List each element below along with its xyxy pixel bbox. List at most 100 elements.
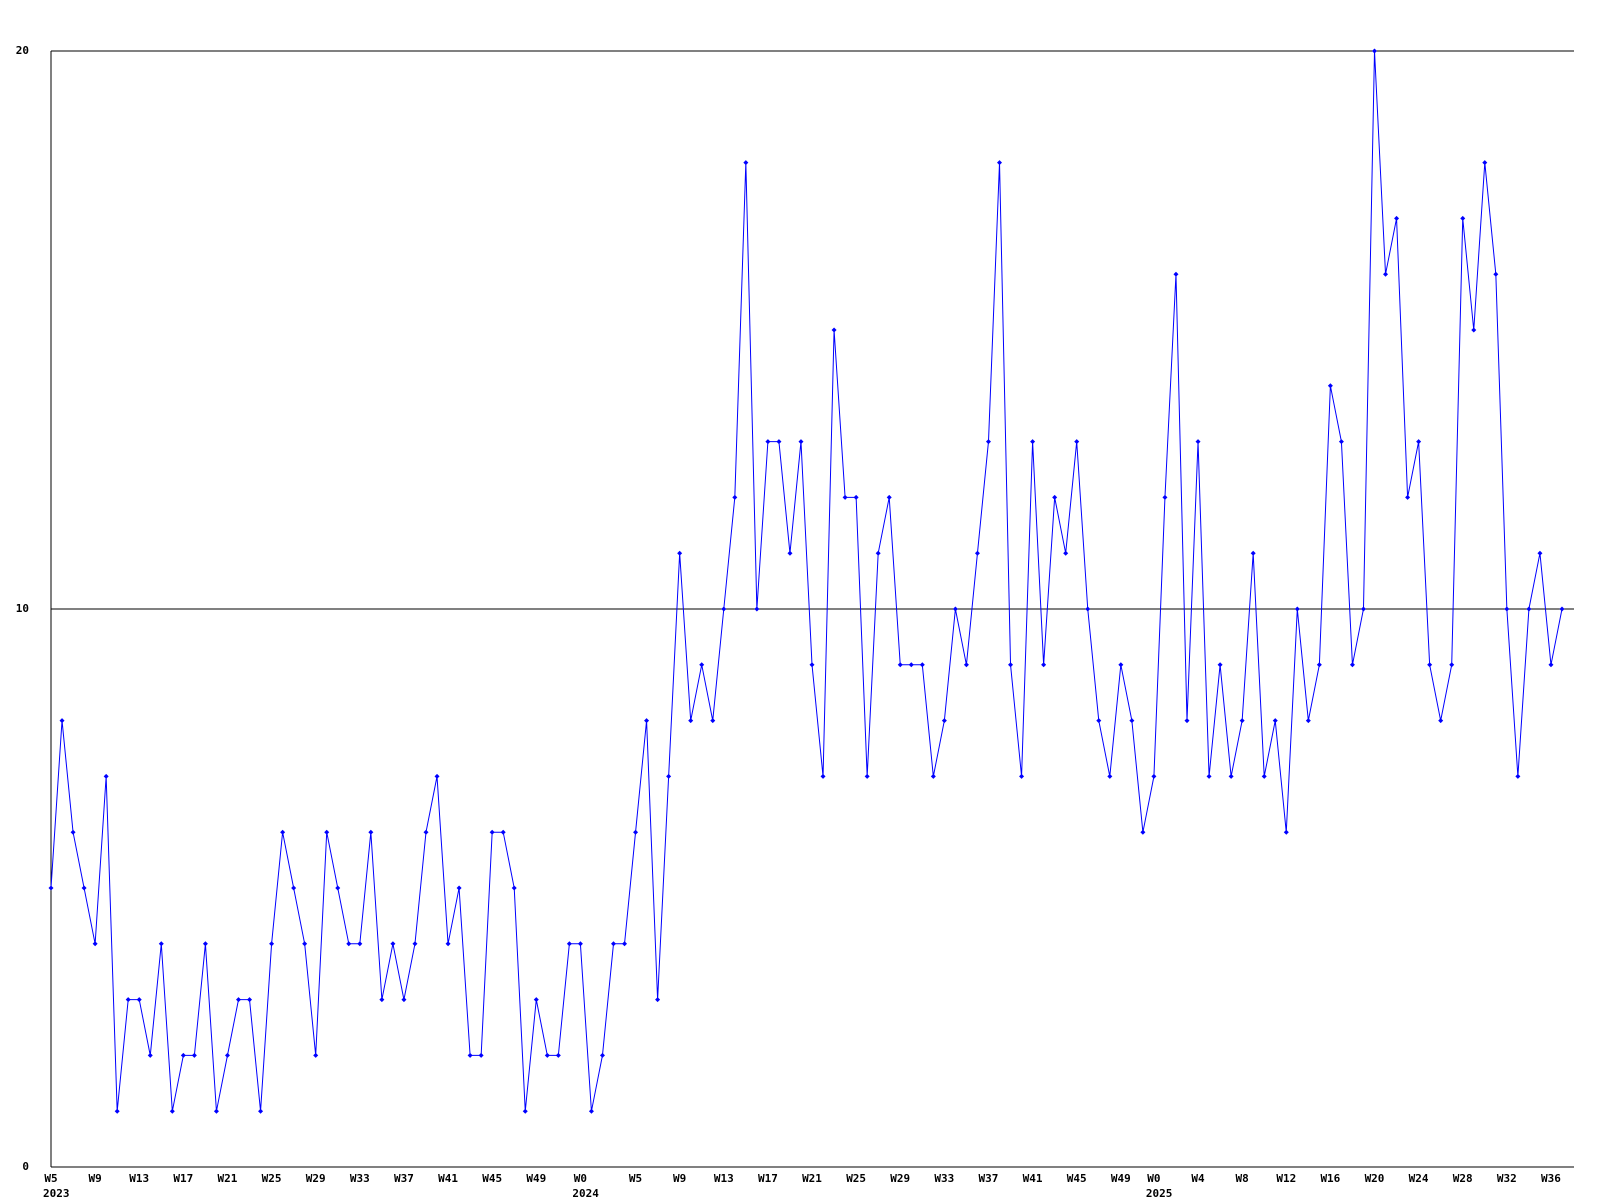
point xyxy=(610,941,616,947)
point xyxy=(974,550,980,556)
point xyxy=(555,1052,561,1058)
point xyxy=(644,718,650,724)
point xyxy=(346,941,352,947)
point xyxy=(919,662,925,668)
y-tick-label: 20 xyxy=(16,44,29,57)
point xyxy=(59,718,65,724)
point xyxy=(842,494,848,500)
point xyxy=(622,941,628,947)
point xyxy=(1019,773,1025,779)
point xyxy=(1151,773,1157,779)
point xyxy=(500,829,506,835)
point xyxy=(798,439,804,445)
point xyxy=(1460,215,1466,221)
point xyxy=(599,1052,605,1058)
point xyxy=(511,885,517,891)
point xyxy=(688,718,694,724)
point xyxy=(291,885,297,891)
point xyxy=(489,829,495,835)
point xyxy=(1140,829,1146,835)
x-tick-label: W8 xyxy=(1236,1172,1249,1185)
point xyxy=(787,550,793,556)
point xyxy=(831,327,837,333)
x-tick-label: W32 xyxy=(1497,1172,1517,1185)
x-tick-label: W16 xyxy=(1320,1172,1340,1185)
x-tick-label: W17 xyxy=(173,1172,193,1185)
point xyxy=(1206,773,1212,779)
x-year-label: 2025 xyxy=(1146,1187,1173,1200)
x-tick-label: W5 xyxy=(629,1172,642,1185)
point xyxy=(478,1052,484,1058)
x-tick-label: W25 xyxy=(262,1172,282,1185)
point xyxy=(732,494,738,500)
line xyxy=(50,50,1563,1112)
x-tick-label: W5 xyxy=(44,1172,57,1185)
point xyxy=(1316,662,1322,668)
point xyxy=(390,941,396,947)
point xyxy=(213,1108,219,1114)
x-tick-label: W29 xyxy=(890,1172,910,1185)
x-tick-label: W24 xyxy=(1409,1172,1429,1185)
point xyxy=(1250,550,1256,556)
point xyxy=(1338,439,1344,445)
point xyxy=(588,1108,594,1114)
point xyxy=(313,1052,319,1058)
x-tick-label: W49 xyxy=(1111,1172,1131,1185)
point xyxy=(269,941,275,947)
point xyxy=(456,885,462,891)
point xyxy=(1537,550,1543,556)
point xyxy=(1118,662,1124,668)
x-tick-label: W13 xyxy=(129,1172,149,1185)
x-tick-label: W0 xyxy=(1147,1172,1160,1185)
point xyxy=(655,997,661,1003)
point xyxy=(357,941,363,947)
point xyxy=(169,1108,175,1114)
point xyxy=(864,773,870,779)
point xyxy=(776,439,782,445)
point xyxy=(324,829,330,835)
point xyxy=(302,941,308,947)
point xyxy=(1438,718,1444,724)
point xyxy=(1195,439,1201,445)
point xyxy=(710,718,716,724)
point xyxy=(743,160,749,166)
x-tick-label: W20 xyxy=(1365,1172,1385,1185)
point xyxy=(1162,494,1168,500)
x-year-label: 2024 xyxy=(572,1187,599,1200)
point xyxy=(875,550,881,556)
point xyxy=(1085,606,1091,612)
point xyxy=(1052,494,1058,500)
point xyxy=(1504,606,1510,612)
point xyxy=(136,997,142,1003)
y-tick-label: 0 xyxy=(22,1160,29,1173)
point xyxy=(445,941,451,947)
point xyxy=(1405,494,1411,500)
point xyxy=(1063,550,1069,556)
point xyxy=(258,1108,264,1114)
y-tick-label: 10 xyxy=(16,602,29,615)
point xyxy=(379,997,385,1003)
point xyxy=(522,1108,528,1114)
x-tick-label: W13 xyxy=(714,1172,734,1185)
point xyxy=(1261,773,1267,779)
point xyxy=(1041,662,1047,668)
point xyxy=(1217,662,1223,668)
point xyxy=(114,1108,120,1114)
point xyxy=(566,941,572,947)
point xyxy=(280,829,286,835)
point xyxy=(1107,773,1113,779)
point xyxy=(820,773,826,779)
point xyxy=(401,997,407,1003)
point xyxy=(1449,662,1455,668)
point xyxy=(997,160,1003,166)
point xyxy=(1482,160,1488,166)
point xyxy=(633,829,639,835)
point xyxy=(754,606,760,612)
point xyxy=(92,941,98,947)
point xyxy=(930,773,936,779)
point xyxy=(81,885,87,891)
point xyxy=(147,1052,153,1058)
x-tick-label: W37 xyxy=(979,1172,999,1185)
x-tick-label: W45 xyxy=(482,1172,502,1185)
point xyxy=(853,494,859,500)
